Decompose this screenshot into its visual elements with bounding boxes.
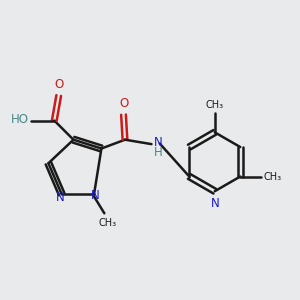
Text: N: N [91,189,100,202]
Text: N: N [210,197,219,210]
Text: H: H [154,146,163,159]
Text: N: N [154,136,163,149]
Text: CH₃: CH₃ [98,218,116,228]
Text: O: O [54,78,63,91]
Text: O: O [119,97,128,110]
Text: CH₃: CH₃ [264,172,282,182]
Text: N: N [56,191,64,204]
Text: HO: HO [11,112,29,126]
Text: CH₃: CH₃ [206,100,224,110]
